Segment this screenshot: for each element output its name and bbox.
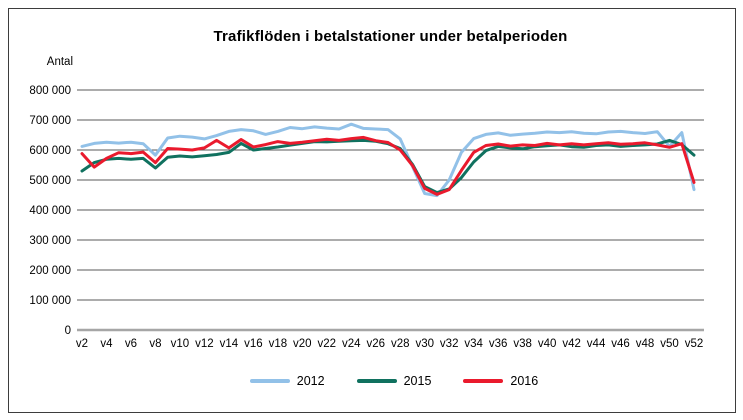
x-tick-label: v10 (171, 338, 190, 350)
x-tick-label: v36 (489, 338, 508, 350)
y-tick-label: 500 000 (29, 175, 71, 187)
x-tick-label: v46 (611, 338, 630, 350)
x-tick-label: v44 (587, 338, 606, 350)
y-tick-label: 300 000 (29, 235, 71, 247)
x-tick-label: v18 (269, 338, 288, 350)
y-axis-title: Antal (46, 56, 73, 68)
x-tick-label: v14 (220, 338, 239, 350)
legend-item-2012: 2012 (249, 374, 325, 388)
legend-swatch-2012 (249, 379, 290, 383)
x-tick-label: v6 (125, 338, 137, 350)
legend-label-2016: 2016 (510, 374, 539, 388)
x-tick-label: v20 (293, 338, 312, 350)
series-line-2016 (80, 135, 696, 196)
x-tick-label: v40 (538, 338, 557, 350)
x-tick-label: v8 (149, 338, 161, 350)
legend-item-2016: 2016 (463, 374, 538, 388)
x-tick-label: v52 (685, 338, 704, 350)
x-tick-label: v48 (636, 338, 655, 350)
x-tick-label: v50 (660, 338, 679, 350)
y-tick-label: 600 000 (29, 145, 71, 157)
x-tick-label: v32 (440, 338, 459, 350)
legend-item-2015: 2015 (356, 374, 432, 388)
y-tick-label: 800 000 (29, 85, 71, 97)
x-tick-label: v22 (318, 338, 337, 350)
y-tick-label: 200 000 (29, 265, 71, 277)
x-tick-label: v12 (195, 338, 214, 350)
x-tick-label: v4 (100, 338, 113, 350)
x-tick-label: v34 (464, 338, 483, 350)
y-tick-label: 400 000 (29, 205, 71, 217)
x-tick-label: v28 (391, 338, 410, 350)
series-line-2012 (80, 122, 696, 198)
x-tick-label: v30 (415, 338, 434, 350)
legend-swatch-2016 (463, 379, 504, 383)
x-tick-label: v2 (76, 338, 88, 350)
x-tick-label: v24 (342, 338, 361, 350)
y-tick-label: 100 000 (29, 295, 71, 307)
y-tick-label: 0 (65, 325, 71, 337)
x-tick-label: v16 (244, 338, 263, 350)
x-tick-label: v26 (366, 338, 385, 350)
x-tick-label: v42 (562, 338, 581, 350)
chart-title: Trafikflöden i betalstationer under beta… (213, 28, 568, 45)
chart-legend: 2012 2015 2016 (45, 374, 743, 388)
legend-label-2012: 2012 (296, 374, 325, 388)
x-tick-label: v38 (513, 338, 532, 350)
y-tick-label: 700 000 (29, 115, 71, 127)
legend-swatch-2015 (356, 379, 397, 383)
legend-label-2015: 2015 (403, 374, 432, 388)
